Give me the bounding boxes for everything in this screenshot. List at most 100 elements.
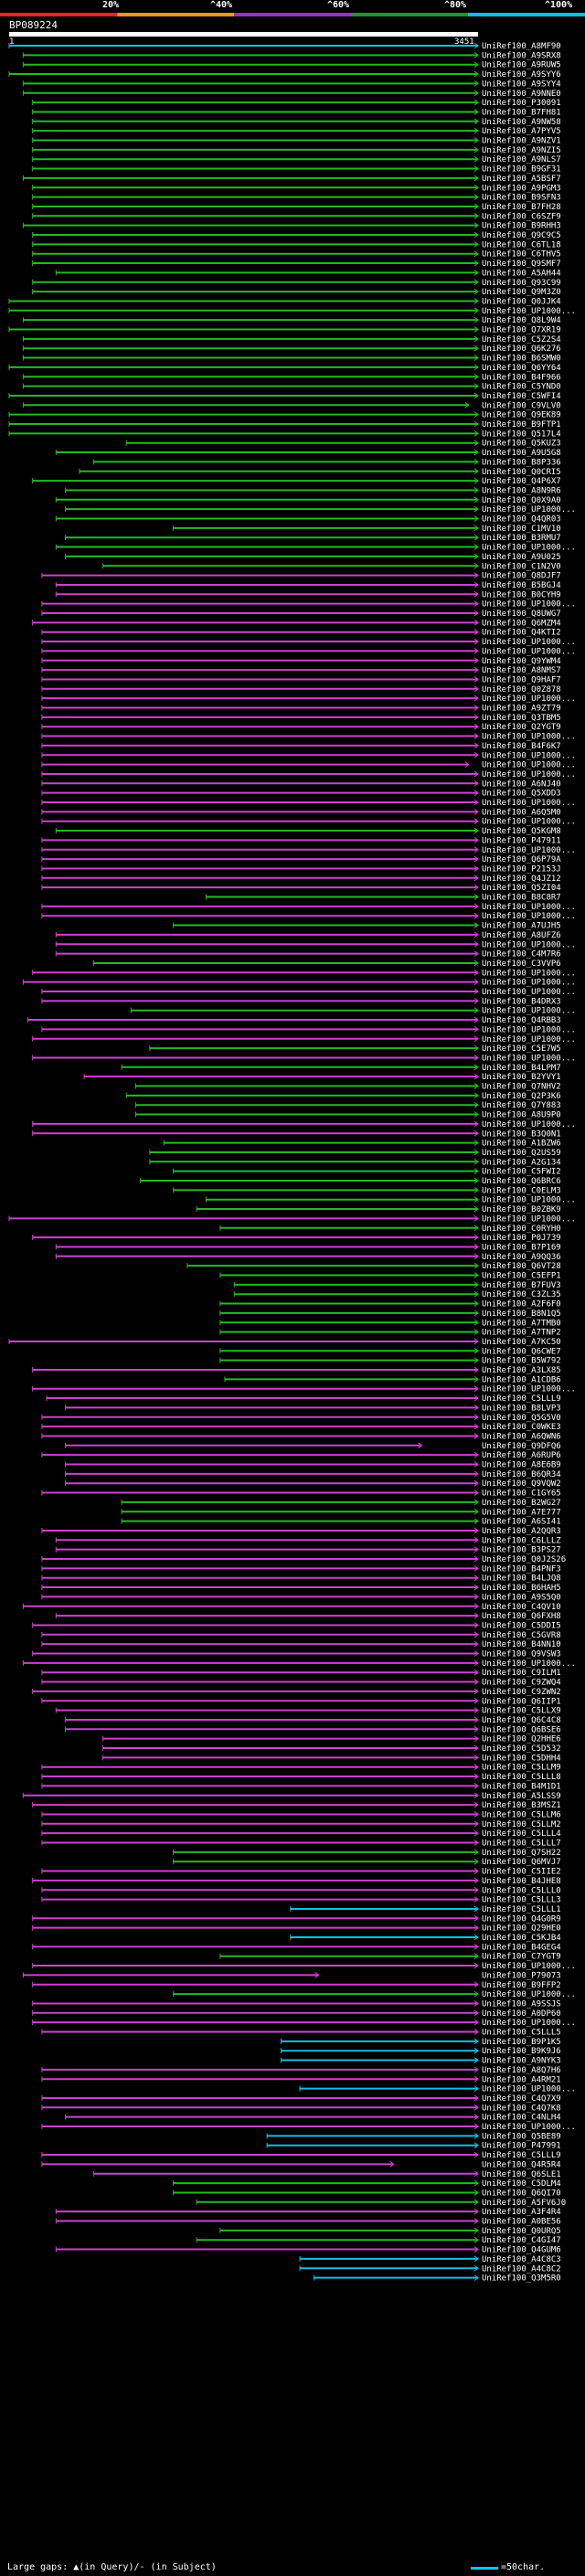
- hit-label[interactable]: UniRef100_A7E777: [482, 1508, 561, 1517]
- hit-row[interactable]: UniRef100_B3RMU7: [65, 534, 561, 543]
- hit-row[interactable]: UniRef100_C3ZL35: [233, 1290, 561, 1299]
- hit-label[interactable]: UniRef100_B7FUV3: [482, 1281, 561, 1290]
- hit-row[interactable]: UniRef100_Q7XR19: [8, 326, 561, 335]
- hit-label[interactable]: UniRef100_C5YND0: [482, 383, 561, 392]
- hit-row[interactable]: UniRef100_C5LLL4: [41, 1829, 561, 1839]
- hit-row[interactable]: UniRef100_A9U025: [65, 553, 561, 562]
- hit-label[interactable]: UniRef100_A3LX85: [482, 1366, 561, 1375]
- hit-row[interactable]: UniRef100_UP1000...: [41, 647, 576, 656]
- hit-row[interactable]: UniRef100_C5LLL1: [290, 1905, 561, 1914]
- hit-label[interactable]: UniRef100_A1CDB6: [482, 1375, 561, 1384]
- hit-row[interactable]: UniRef100_A7UJH5: [173, 922, 561, 931]
- hit-label[interactable]: UniRef100_C1N2V0: [482, 562, 561, 571]
- hit-row[interactable]: UniRef100_Q9YWM4: [41, 657, 561, 666]
- hit-row[interactable]: UniRef100_B5W792: [219, 1357, 561, 1366]
- hit-row[interactable]: UniRef100_Q0CRI5: [79, 468, 561, 477]
- hit-row[interactable]: UniRef100_Q5ZI04: [41, 884, 561, 893]
- hit-row[interactable]: UniRef100_UP1000...: [41, 818, 576, 827]
- hit-row[interactable]: UniRef100_C5DHH4: [102, 1754, 561, 1763]
- hit-label[interactable]: UniRef100_Q9EK89: [482, 411, 561, 420]
- hit-label[interactable]: UniRef100_UP1000...: [482, 2085, 576, 2094]
- hit-row[interactable]: UniRef100_C5DDI5: [32, 1621, 561, 1630]
- hit-row[interactable]: UniRef100_C3VVP6: [92, 959, 561, 969]
- hit-row[interactable]: UniRef100_A1BZW6: [163, 1140, 561, 1149]
- hit-label[interactable]: UniRef100_A8UFZ6: [482, 931, 561, 940]
- hit-label[interactable]: UniRef100_A0BE56: [482, 2218, 561, 2227]
- hit-label[interactable]: UniRef100_Q6MZM4: [482, 619, 561, 628]
- hit-row[interactable]: UniRef100_Q6C4C8: [65, 1716, 561, 1725]
- hit-row[interactable]: UniRef100_Q4JZ12: [41, 875, 561, 884]
- hit-row[interactable]: UniRef100_UP1000...: [41, 903, 576, 912]
- hit-row[interactable]: UniRef100_A6Q5M0: [41, 808, 561, 817]
- hit-label[interactable]: UniRef100_Q93C99: [482, 279, 561, 288]
- hit-row[interactable]: UniRef100_C5LLL3: [41, 1896, 561, 1905]
- hit-label[interactable]: UniRef100_A2QQR3: [482, 1527, 561, 1536]
- hit-row[interactable]: UniRef100_A8UFZ6: [55, 931, 561, 940]
- hit-row[interactable]: UniRef100_UP1000...: [41, 733, 576, 742]
- hit-row[interactable]: UniRef100_B8N1Q5: [219, 1309, 561, 1319]
- hit-label[interactable]: UniRef100_C4Q7X9: [482, 2094, 561, 2104]
- hit-label[interactable]: UniRef100_Q29HE0: [482, 1924, 561, 1934]
- hit-row[interactable]: UniRef100_A8MF90: [8, 42, 561, 51]
- hit-row[interactable]: UniRef100_UP1000...: [41, 988, 576, 997]
- hit-row[interactable]: UniRef100_B6SMW0: [22, 355, 561, 364]
- hit-row[interactable]: UniRef100_B8LVP3: [65, 1404, 561, 1413]
- hit-row[interactable]: UniRef100_B4M1D1: [41, 1782, 561, 1791]
- hit-label[interactable]: UniRef100_A6NJ40: [482, 779, 561, 789]
- hit-row[interactable]: UniRef100_C9ZWQ4: [41, 1679, 561, 1688]
- hit-row[interactable]: UniRef100_P47991: [266, 2142, 561, 2151]
- hit-label[interactable]: UniRef100_A8Q7H6: [482, 2066, 561, 2075]
- hit-row[interactable]: UniRef100_C6TL18: [32, 240, 561, 249]
- hit-label[interactable]: UniRef100_Q2HHE6: [482, 1735, 561, 1744]
- hit-label[interactable]: UniRef100_C1MV10: [482, 525, 561, 534]
- hit-row[interactable]: UniRef100_Q9DFQ6: [65, 1442, 561, 1451]
- hit-label[interactable]: UniRef100_B4NN10: [482, 1640, 561, 1649]
- hit-label[interactable]: UniRef100_P30091: [482, 99, 561, 108]
- hit-label[interactable]: UniRef100_UP1000...: [482, 544, 576, 553]
- hit-label[interactable]: UniRef100_A9SRX8: [482, 51, 561, 60]
- hit-label[interactable]: UniRef100_B3RMU7: [482, 534, 561, 543]
- hit-row[interactable]: UniRef100_UP1000...: [41, 600, 576, 610]
- hit-row[interactable]: UniRef100_C4NLH4: [65, 2114, 561, 2123]
- hit-label[interactable]: UniRef100_P2153J: [482, 864, 561, 874]
- hit-row[interactable]: UniRef100_C5LLL8: [41, 1773, 561, 1782]
- hit-label[interactable]: UniRef100_B7P169: [482, 1243, 561, 1252]
- hit-row[interactable]: UniRef100_C9ZWN2: [32, 1688, 561, 1697]
- hit-label[interactable]: UniRef100_C5EFP1: [482, 1272, 561, 1281]
- hit-row[interactable]: UniRef100_C5GVR8: [41, 1631, 561, 1640]
- hit-row[interactable]: UniRef100_C5LLL7: [41, 1839, 561, 1849]
- hit-row[interactable]: UniRef100_P30091: [32, 99, 561, 108]
- hit-label[interactable]: UniRef100_Q9DFQ6: [482, 1442, 561, 1451]
- hit-label[interactable]: UniRef100_UP1000...: [482, 799, 576, 808]
- hit-row[interactable]: UniRef100_Q2HHE6: [102, 1735, 561, 1744]
- hit-row[interactable]: UniRef100_A7TMB0: [219, 1319, 561, 1328]
- hit-row[interactable]: UniRef100_C5LLL0: [41, 1886, 561, 1895]
- hit-row[interactable]: UniRef100_UP1000...: [41, 1025, 576, 1034]
- hit-label[interactable]: UniRef100_C5Z2S4: [482, 335, 561, 345]
- hit-row[interactable]: UniRef100_Q5G5V0: [41, 1414, 561, 1423]
- hit-label[interactable]: UniRef100_Q7XR19: [482, 326, 561, 335]
- hit-label[interactable]: UniRef100_B6SMW0: [482, 355, 561, 364]
- hit-row[interactable]: UniRef100_A7PYV5: [32, 127, 561, 136]
- hit-row[interactable]: UniRef100_C1N2V0: [102, 562, 561, 571]
- hit-row[interactable]: UniRef100_B4GEG4: [32, 1943, 561, 1952]
- hit-row[interactable]: UniRef100_Q93C99: [32, 279, 561, 288]
- hit-label[interactable]: UniRef100_A5BSF7: [482, 175, 561, 184]
- hit-label[interactable]: UniRef100_B8LVP3: [482, 1404, 561, 1413]
- hit-label[interactable]: UniRef100_UP1000...: [482, 1007, 576, 1016]
- hit-label[interactable]: UniRef100_Q4GUM6: [482, 2246, 561, 2255]
- hit-row[interactable]: UniRef100_B4NN10: [41, 1640, 561, 1649]
- hit-label[interactable]: UniRef100_Q4G0R9: [482, 1914, 561, 1924]
- hit-row[interactable]: UniRef100_UP1000...: [22, 1659, 576, 1669]
- hit-label[interactable]: UniRef100_A7TNP2: [482, 1329, 561, 1338]
- hit-row[interactable]: UniRef100_UP1000...: [32, 1385, 576, 1394]
- hit-row[interactable]: UniRef100_A9NYK3: [281, 2057, 561, 2066]
- hit-row[interactable]: UniRef100_C5LLM9: [41, 1764, 561, 1773]
- hit-label[interactable]: UniRef100_Q6CWE7: [482, 1347, 561, 1356]
- hit-row[interactable]: UniRef100_P47911: [41, 836, 561, 845]
- hit-label[interactable]: UniRef100_Q6BSE6: [482, 1725, 561, 1734]
- hit-label[interactable]: UniRef100_Q2YGT9: [482, 723, 561, 732]
- hit-label[interactable]: UniRef100_C5LLM9: [482, 1764, 561, 1773]
- hit-label[interactable]: UniRef100_A8NMS7: [482, 666, 561, 675]
- hit-row[interactable]: UniRef100_UP1000...: [55, 940, 576, 949]
